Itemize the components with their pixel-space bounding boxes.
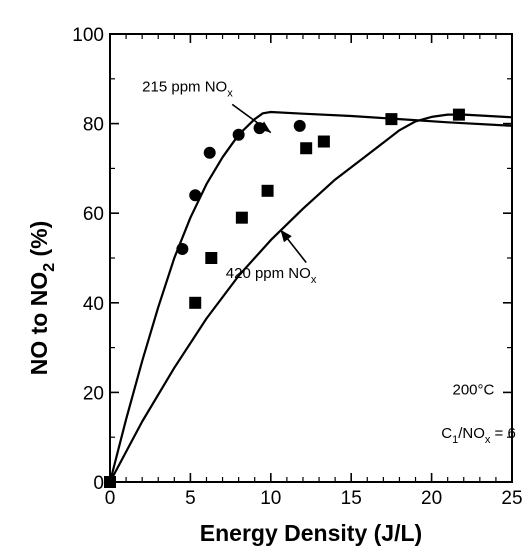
axis-ticks: 0 5 10 15 20 25 0 20 40 60 80 100 [72,25,522,509]
circle-point [176,243,189,256]
square-point [189,296,202,309]
annotation-label-420: 420 ppm NOx [226,265,317,286]
x-tick-label: 10 [260,488,281,509]
square-point [300,142,313,155]
square-point [452,108,465,121]
x-tick-label: 15 [341,488,362,509]
annotation-arrow-head [280,229,292,243]
square-point [104,476,116,488]
x-tick-label: 5 [185,488,196,509]
circle-point [293,119,306,132]
y-axis-title: NO to NO2 (%) [26,221,58,376]
annotation-subscript: x [227,87,233,99]
annotation-label-ratio: C1/NOx = 6 [441,425,516,446]
annotation-subscript: 1 [452,434,458,446]
y-tick-label: 0 [93,473,104,494]
y-axis-title-part: NO to NO [26,272,52,376]
y-axis-title-subscript: 2 [41,263,58,272]
x-tick-label: 25 [501,488,522,509]
y-tick-label: 20 [83,383,104,404]
annotation-text: = 6 [490,425,515,442]
annotation-text: C [441,425,452,442]
square-point [385,113,398,126]
y-tick-label: 60 [83,204,104,225]
x-axis-title: Energy Density (J/L) [200,520,422,546]
circle-point [232,128,245,141]
plot-frame [109,33,513,483]
annotation-text: /NO [458,425,485,442]
axes [109,33,513,483]
annotation-text: 215 ppm NO [142,78,227,95]
annotation-label-temp: 200°C [453,382,495,399]
y-axis-title-part: (%) [26,221,52,263]
x-tick-label: 0 [105,488,116,509]
y-tick-label: 40 [83,294,104,315]
annotation-text: 200°C [453,382,495,399]
annotation-arrow-head [258,121,271,133]
x-tick-label: 20 [421,488,442,509]
circle-point [189,189,202,202]
annotation-text: 420 ppm NO [226,265,311,282]
square-point [261,184,274,197]
circle-point [203,146,216,159]
annotation-subscript: x [311,274,317,286]
square-point [205,252,218,264]
data-points [104,108,465,488]
square-point [317,135,330,148]
annotation-label-215: 215 ppm NOx [142,78,233,99]
y-tick-label: 100 [72,25,104,46]
y-tick-label: 80 [83,115,104,136]
square-point [235,211,248,224]
annotation-subscript: x [485,434,491,446]
